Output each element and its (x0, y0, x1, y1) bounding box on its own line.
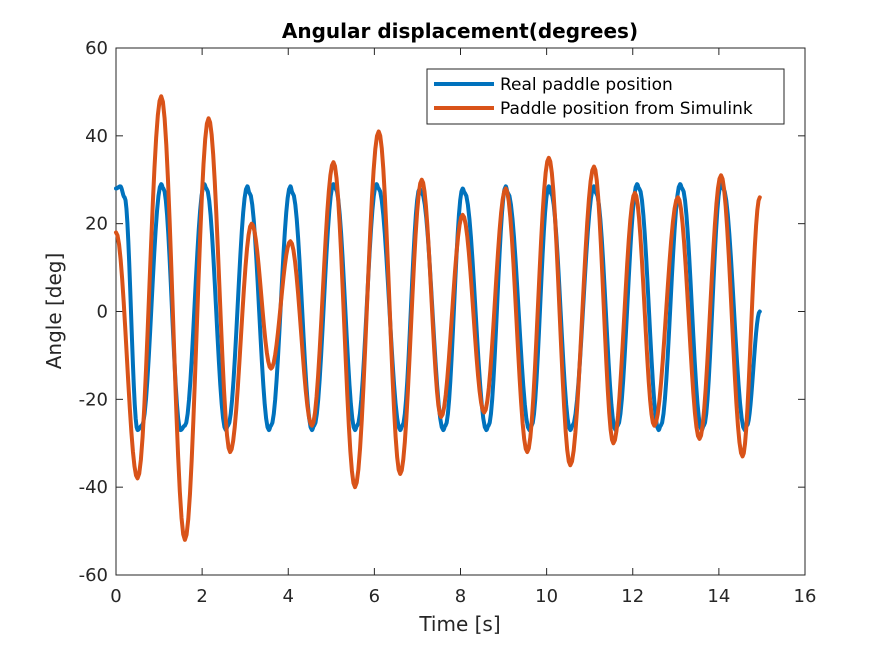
y-axis-label: Angle [deg] (42, 253, 66, 370)
x-tick-label: 8 (455, 586, 466, 607)
legend-label-simulink: Paddle position from Simulink (500, 99, 753, 119)
y-tick-label: 0 (97, 302, 108, 323)
y-tick-label: -40 (79, 477, 108, 498)
x-tick-label: 10 (535, 586, 558, 607)
x-tick-label: 0 (110, 586, 121, 607)
x-tick-label: 2 (196, 586, 207, 607)
x-tick-labels: 0 2 4 6 8 10 12 14 16 (110, 586, 816, 607)
y-tick-label: 40 (85, 126, 108, 147)
x-tick-label: 6 (369, 586, 380, 607)
series-line-1 (114, 94, 762, 542)
y-tick-label: 20 (85, 214, 108, 235)
x-axis-label: Time [s] (418, 612, 500, 636)
series-layer (114, 94, 762, 542)
tick-marks (115, 47, 806, 576)
x-tick-label: 12 (621, 586, 644, 607)
legend-label-real: Real paddle position (500, 75, 673, 95)
y-tick-label: -60 (79, 565, 108, 586)
chart-title: Angular displacement(degrees) (282, 19, 638, 43)
x-tick-label: 4 (283, 586, 294, 607)
y-tick-labels: -60 -40 -20 0 20 40 60 (79, 38, 108, 586)
legend: Real paddle position Paddle position fro… (426, 68, 785, 125)
x-tick-label: 16 (794, 586, 817, 607)
y-tick-label: 60 (85, 38, 108, 59)
x-tick-label: 14 (707, 586, 730, 607)
y-tick-label: -20 (79, 389, 108, 410)
legend-box (426, 68, 785, 125)
